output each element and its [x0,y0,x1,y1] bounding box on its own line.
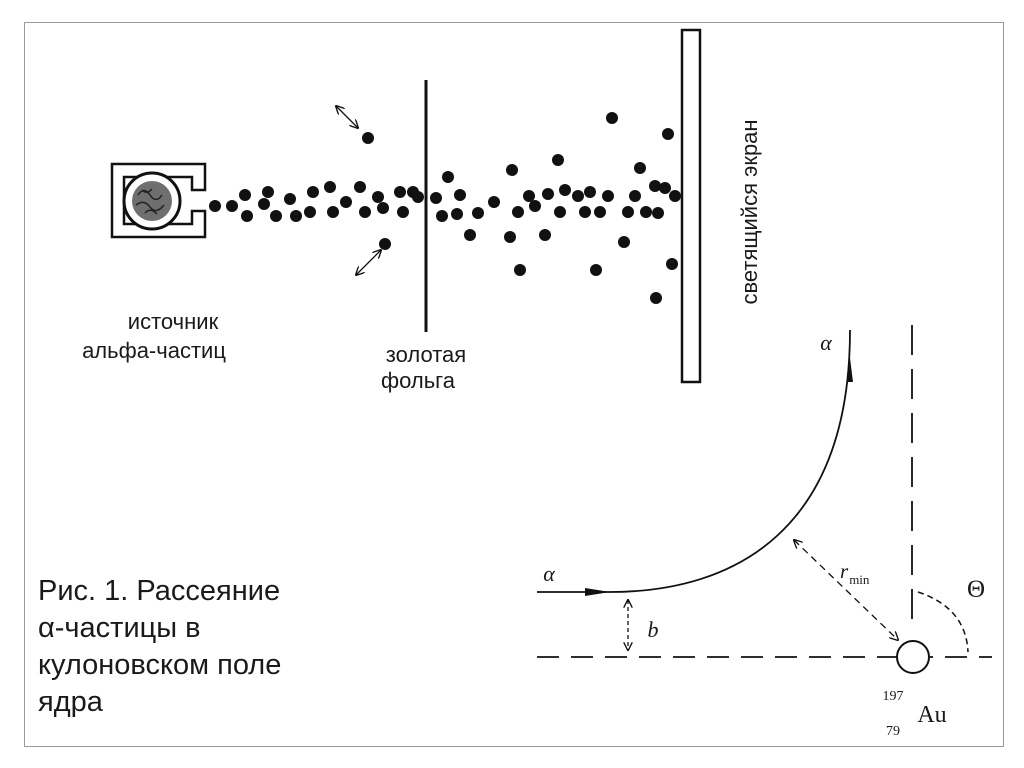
alpha-particle [606,112,618,124]
deflection-arrow-down [356,250,381,275]
alpha-particle [270,210,282,222]
alpha-particle [412,191,424,203]
alpha-particle [354,181,366,193]
alpha-particle [559,184,571,196]
alpha-particle [666,258,678,270]
alpha-trajectory [537,329,851,593]
alpha-particle [239,189,251,201]
alpha-particle [307,186,319,198]
r-min-line [794,540,898,640]
alpha-particle [324,181,336,193]
caption-line-4: ядра [38,686,103,718]
alpha-particle [594,206,606,218]
caption-line-2: α-частицы в [38,612,201,644]
fluorescent-screen [680,28,702,384]
alpha-label-incoming: α [543,561,555,586]
alpha-particle [436,210,448,222]
alpha-particle [262,186,274,198]
scattering-geometry [537,325,992,674]
alpha-particle [226,200,238,212]
nucleus-symbol: Au [917,702,946,728]
nucleus-mass-number: 197 [883,689,904,704]
alpha-particle [629,190,641,202]
r-min-label-main: r [840,559,849,583]
alpha-particle [514,264,526,276]
caption-line-3: кулоновском поле [38,649,282,681]
r-min-label-sub: min [849,572,870,587]
alpha-particle [649,180,661,192]
alpha-particle [662,128,674,140]
alpha-particle [209,200,221,212]
alpha-particle [394,186,406,198]
alpha-particle [542,188,554,200]
r-min-label: rmin [840,559,870,587]
alpha-particle [652,207,664,219]
alpha-particle [579,206,591,218]
scattering-angle-arc [917,591,969,653]
alpha-particle [523,190,535,202]
alpha-particle [552,154,564,166]
alpha-particle [590,264,602,276]
alpha-particle [241,210,253,222]
alpha-particle [290,210,302,222]
alpha-particle [504,231,516,243]
alpha-particle [584,186,596,198]
alpha-particle [377,202,389,214]
gold-nucleus [896,640,930,674]
alpha-particle [284,193,296,205]
alpha-particle [572,190,584,202]
alpha-particle [640,206,652,218]
alpha-particle [451,208,463,220]
alpha-particle [359,206,371,218]
alpha-particle [430,192,442,204]
alpha-particle [539,229,551,241]
alpha-particle-beam [209,112,681,304]
alpha-particle [362,132,374,144]
alpha-particle [506,164,518,176]
figure-caption: Рис. 1. Рассеяние α-частицы в кулоновско… [38,573,358,721]
alpha-label-outgoing: α [820,330,832,355]
alpha-particle [258,198,270,210]
alpha-particle [304,206,316,218]
alpha-particle [372,191,384,203]
alpha-source [110,162,207,239]
alpha-particle [472,207,484,219]
alpha-particle [464,229,476,241]
alpha-particle [327,206,339,218]
alpha-particle [618,236,630,248]
caption-line-1: Рис. 1. Рассеяние [38,575,281,607]
incoming-arrowhead [585,588,610,596]
alpha-particle [554,206,566,218]
alpha-particle [669,190,681,202]
angle-label: Θ [967,576,985,603]
alpha-particle [340,196,352,208]
deflection-arrow-up [336,106,358,128]
alpha-particle [397,206,409,218]
alpha-particle [529,200,541,212]
alpha-particle [659,182,671,194]
impact-parameter-label: b [648,617,659,642]
alpha-particle [622,206,634,218]
outgoing-arrowhead [847,358,853,382]
screen-label: светящийся экран [737,119,762,304]
source-label-line1: источник [128,309,219,334]
alpha-particle [454,189,466,201]
source-label-line2: альфа-частиц [82,338,226,363]
foil-label-line1: золотая [386,342,466,367]
nucleus-charge-number: 79 [886,724,900,739]
foil-label-line2: фольга [381,368,456,393]
alpha-particle [602,190,614,202]
alpha-particle [650,292,662,304]
alpha-particle [512,206,524,218]
alpha-particle [634,162,646,174]
alpha-particle [442,171,454,183]
alpha-particle [488,196,500,208]
alpha-particle [379,238,391,250]
